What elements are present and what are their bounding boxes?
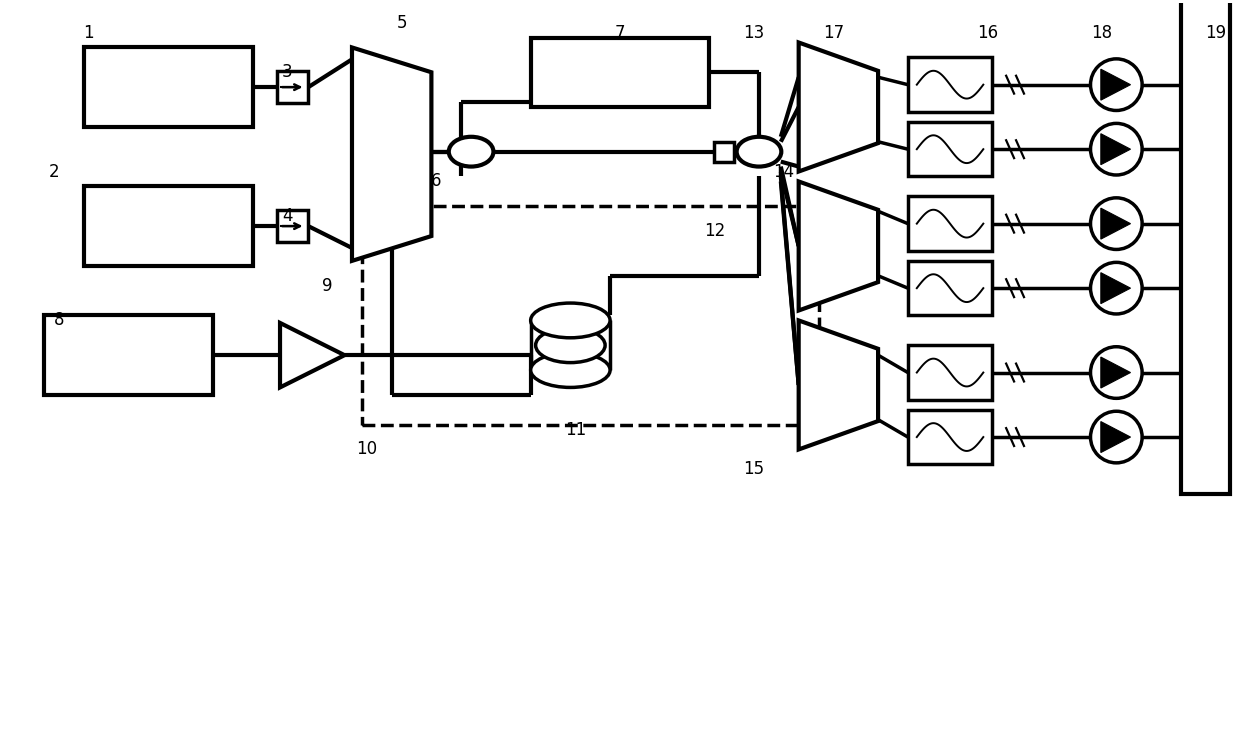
Ellipse shape — [536, 328, 605, 362]
Bar — [908, 196, 992, 251]
Text: 4: 4 — [283, 207, 293, 225]
Polygon shape — [1101, 357, 1131, 388]
Text: 8: 8 — [53, 311, 64, 329]
Bar — [908, 261, 992, 316]
Bar — [45, 316, 213, 395]
Polygon shape — [1101, 134, 1131, 165]
Text: 19: 19 — [1205, 23, 1226, 42]
Polygon shape — [799, 181, 878, 310]
Circle shape — [1090, 347, 1142, 399]
Bar — [908, 410, 992, 464]
Text: 7: 7 — [615, 23, 625, 42]
Bar — [84, 186, 253, 266]
Text: 11: 11 — [564, 421, 587, 439]
Polygon shape — [1101, 273, 1131, 304]
Text: 14: 14 — [774, 162, 795, 180]
Text: 18: 18 — [1091, 23, 1112, 42]
Polygon shape — [1101, 208, 1131, 239]
Bar — [908, 57, 992, 112]
Polygon shape — [1101, 69, 1131, 100]
Polygon shape — [799, 42, 878, 171]
Bar — [908, 122, 992, 177]
Bar — [277, 71, 309, 103]
Bar — [908, 345, 992, 400]
Circle shape — [1090, 411, 1142, 463]
Bar — [531, 38, 709, 107]
Polygon shape — [1101, 421, 1131, 452]
Text: 5: 5 — [397, 14, 407, 32]
Polygon shape — [799, 320, 878, 449]
Text: 12: 12 — [703, 222, 725, 240]
Bar — [84, 48, 253, 127]
Circle shape — [1090, 59, 1142, 110]
Bar — [277, 210, 309, 242]
Bar — [714, 142, 734, 162]
Circle shape — [1090, 198, 1142, 249]
Ellipse shape — [531, 353, 610, 387]
Text: 17: 17 — [823, 23, 844, 42]
Text: 6: 6 — [432, 172, 441, 190]
Polygon shape — [352, 48, 432, 261]
Bar — [362, 206, 818, 424]
Bar — [1180, 0, 1230, 494]
Text: 1: 1 — [83, 23, 94, 42]
Text: 10: 10 — [356, 440, 377, 458]
Text: 16: 16 — [977, 23, 998, 42]
Circle shape — [1090, 123, 1142, 175]
Ellipse shape — [531, 303, 610, 337]
Ellipse shape — [737, 137, 781, 167]
Ellipse shape — [449, 137, 494, 167]
Text: 15: 15 — [744, 461, 765, 479]
Polygon shape — [280, 323, 345, 387]
Text: 9: 9 — [322, 276, 332, 294]
Text: 3: 3 — [283, 63, 293, 82]
Circle shape — [1090, 262, 1142, 314]
Text: 2: 2 — [48, 162, 60, 180]
Text: 13: 13 — [744, 23, 765, 42]
